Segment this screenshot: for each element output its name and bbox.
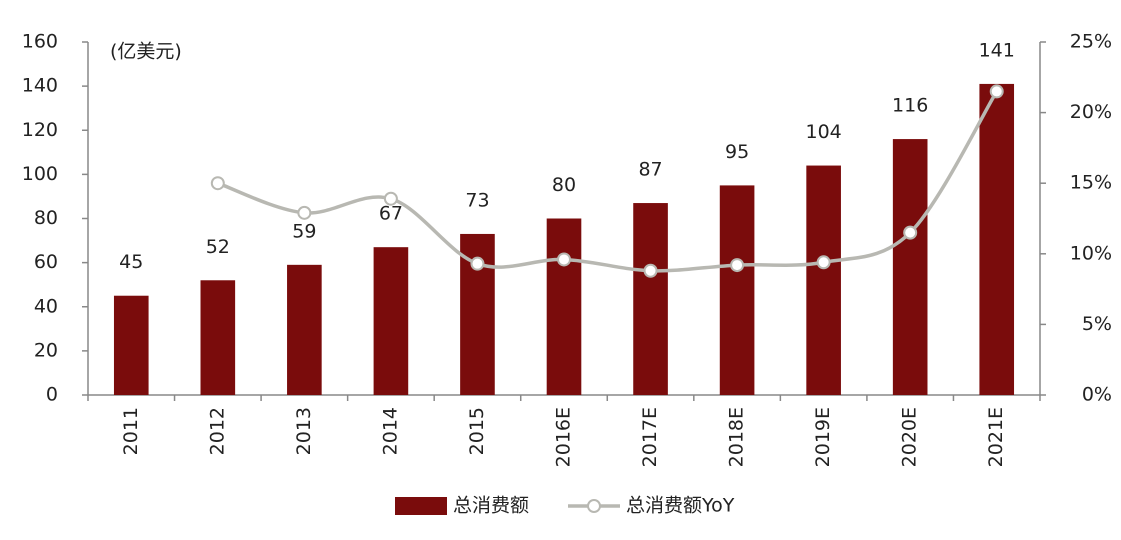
x-tick-label: 2017E	[639, 407, 661, 467]
y-tick-label: 0	[46, 384, 58, 406]
bar	[806, 165, 841, 395]
line-marker	[557, 252, 571, 267]
y2-tick-label: 5%	[1082, 313, 1112, 335]
y2-tick-label: 15%	[1070, 172, 1112, 194]
x-tick-label: 2013	[293, 407, 315, 455]
line-marker	[903, 225, 918, 240]
x-tick-label: 2011	[120, 407, 142, 455]
y-tick-label: 160	[22, 31, 58, 53]
line-marker	[730, 258, 745, 273]
legend-label: 总消费额YoY	[626, 495, 735, 517]
bar	[633, 203, 668, 395]
x-tick-label: 2012	[206, 407, 228, 455]
x-tick-label: 2019E	[812, 407, 834, 467]
line-marker	[989, 84, 1004, 99]
bar	[719, 185, 755, 395]
y-tick-label: 20	[34, 339, 58, 361]
value-label: 104	[806, 121, 842, 143]
bar	[200, 280, 236, 395]
value-label: 87	[638, 159, 662, 181]
line-marker	[643, 263, 658, 278]
line-marker	[470, 256, 485, 271]
bar	[113, 295, 149, 395]
x-tick-label: 2018E	[726, 407, 748, 467]
bar	[979, 83, 1015, 395]
value-label: 45	[119, 251, 143, 273]
value-label: 141	[979, 39, 1015, 61]
value-label: 67	[379, 203, 403, 225]
x-tick-label: 2016E	[553, 407, 575, 467]
y-tick-label: 40	[34, 295, 58, 317]
bar	[373, 247, 409, 395]
y-tick-label: 80	[34, 207, 58, 229]
y-tick-label: 60	[34, 251, 58, 273]
line-marker	[297, 205, 312, 220]
x-tick-label: 2021E	[985, 407, 1007, 467]
x-tick-label: 2020E	[899, 407, 921, 467]
legend-swatch	[395, 497, 447, 515]
line-marker	[210, 176, 225, 191]
bar	[892, 139, 928, 395]
value-label: 116	[892, 95, 928, 117]
bar	[546, 218, 582, 395]
value-label: 95	[725, 141, 749, 163]
legend-swatch	[587, 499, 601, 513]
line	[217, 90, 999, 273]
unit-label: (亿美元)	[110, 41, 182, 63]
value-label: 73	[465, 189, 489, 211]
y2-tick-label: 20%	[1070, 101, 1112, 123]
value-label: 80	[552, 174, 576, 196]
y-tick-label: 120	[22, 119, 58, 141]
line-marker	[383, 191, 398, 206]
legend-label: 总消费额	[453, 495, 529, 517]
x-tick-label: 2014	[379, 407, 401, 455]
y-tick-label: 140	[22, 75, 58, 97]
y2-tick-label: 0%	[1082, 384, 1112, 406]
x-tick-label: 2015	[466, 407, 488, 455]
y-tick-label: 100	[22, 163, 58, 185]
value-label: 52	[206, 236, 230, 258]
y2-tick-label: 10%	[1070, 242, 1112, 264]
value-label: 59	[292, 220, 316, 242]
line-marker	[816, 255, 831, 270]
y2-tick-label: 25%	[1070, 31, 1112, 53]
bar	[287, 264, 322, 395]
